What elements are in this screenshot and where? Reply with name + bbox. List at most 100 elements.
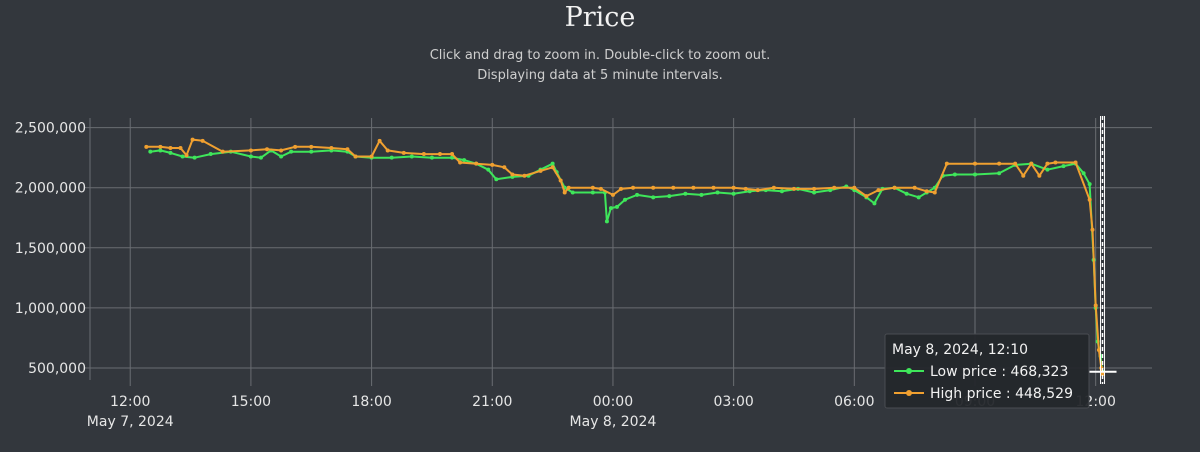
data-point-high[interactable] <box>691 185 696 190</box>
data-point-high[interactable] <box>771 185 776 190</box>
data-point-high[interactable] <box>944 161 949 166</box>
data-point-high[interactable] <box>743 186 748 191</box>
data-point-high[interactable] <box>279 148 284 153</box>
data-point-high[interactable] <box>997 161 1002 166</box>
data-point-high[interactable] <box>731 185 736 190</box>
data-point-high[interactable] <box>1021 173 1026 178</box>
data-point-high[interactable] <box>832 185 837 190</box>
data-point-low[interactable] <box>450 155 455 160</box>
data-point-low[interactable] <box>168 150 173 155</box>
data-point-low[interactable] <box>462 158 467 163</box>
data-point-low[interactable] <box>699 192 704 197</box>
data-point-high[interactable] <box>458 160 463 165</box>
data-point-low[interactable] <box>608 206 613 211</box>
data-point-high[interactable] <box>385 148 390 153</box>
data-point-high[interactable] <box>973 161 977 166</box>
data-point-low[interactable] <box>973 172 977 177</box>
data-point-low[interactable] <box>651 195 656 200</box>
data-point-low[interactable] <box>731 191 736 196</box>
data-point-high[interactable] <box>1037 173 1042 178</box>
data-point-high[interactable] <box>265 147 269 152</box>
data-point-high[interactable] <box>329 146 334 151</box>
data-point-low[interactable] <box>429 155 434 160</box>
data-point-high[interactable] <box>1053 160 1058 165</box>
data-point-low[interactable] <box>590 190 595 195</box>
data-point-high[interactable] <box>200 138 205 143</box>
data-point-high[interactable] <box>522 173 527 178</box>
data-point-high[interactable] <box>892 185 897 190</box>
data-point-low[interactable] <box>248 154 253 159</box>
data-point-low[interactable] <box>604 219 609 224</box>
data-point-high[interactable] <box>248 148 253 153</box>
data-point-high[interactable] <box>562 190 567 195</box>
data-point-low[interactable] <box>494 177 499 182</box>
data-point-high[interactable] <box>550 165 555 170</box>
data-point-high[interactable] <box>619 186 623 191</box>
data-point-low[interactable] <box>1045 167 1050 172</box>
data-point-high[interactable] <box>1013 161 1018 166</box>
data-point-low[interactable] <box>872 201 877 206</box>
data-point-high[interactable] <box>755 188 760 193</box>
data-point-low[interactable] <box>779 189 784 194</box>
data-point-low[interactable] <box>409 154 414 159</box>
data-point-low[interactable] <box>952 172 957 177</box>
data-point-low[interactable] <box>916 195 921 200</box>
data-point-low[interactable] <box>1081 171 1086 176</box>
data-point-high[interactable] <box>1093 303 1098 308</box>
data-point-high[interactable] <box>401 150 406 155</box>
data-point-high[interactable] <box>490 162 495 167</box>
data-point-low[interactable] <box>289 149 294 154</box>
data-point-high[interactable] <box>1090 227 1095 232</box>
data-point-high[interactable] <box>558 178 563 183</box>
data-point-high[interactable] <box>631 185 636 190</box>
data-point-high[interactable] <box>566 185 571 190</box>
data-point-high[interactable] <box>178 146 183 151</box>
data-point-low[interactable] <box>389 155 394 160</box>
data-point-high[interactable] <box>437 152 442 157</box>
data-point-high[interactable] <box>502 165 507 170</box>
data-point-high[interactable] <box>651 185 656 190</box>
data-point-high[interactable] <box>610 192 615 197</box>
data-point-high[interactable] <box>190 137 195 142</box>
data-point-high[interactable] <box>345 147 350 152</box>
data-point-high[interactable] <box>309 144 314 149</box>
data-point-low[interactable] <box>1061 164 1066 169</box>
data-point-low[interactable] <box>667 194 672 199</box>
data-point-low[interactable] <box>192 155 197 160</box>
data-point-high[interactable] <box>791 186 796 191</box>
data-point-high[interactable] <box>184 153 189 158</box>
data-point-low[interactable] <box>623 197 628 202</box>
data-point-low[interactable] <box>812 190 817 195</box>
data-point-high[interactable] <box>369 154 374 159</box>
data-point-high[interactable] <box>590 185 595 190</box>
data-point-high[interactable] <box>1100 372 1105 377</box>
data-point-low[interactable] <box>279 154 284 159</box>
data-point-high[interactable] <box>1087 197 1092 202</box>
data-point-low[interactable] <box>635 192 640 197</box>
data-point-low[interactable] <box>997 171 1002 176</box>
data-point-low[interactable] <box>683 191 688 196</box>
data-point-high[interactable] <box>852 185 857 190</box>
data-point-low[interactable] <box>904 191 909 196</box>
data-point-low[interactable] <box>550 161 555 166</box>
data-point-high[interactable] <box>812 186 817 191</box>
data-point-high[interactable] <box>377 138 382 143</box>
data-point-high[interactable] <box>864 194 869 199</box>
data-point-high[interactable] <box>1029 161 1034 166</box>
data-point-high[interactable] <box>421 152 426 157</box>
data-point-high[interactable] <box>598 186 603 191</box>
data-point-low[interactable] <box>208 152 213 157</box>
data-point-low[interactable] <box>828 188 833 193</box>
data-point-high[interactable] <box>932 190 937 195</box>
data-point-high[interactable] <box>711 185 716 190</box>
data-point-high[interactable] <box>158 144 163 149</box>
data-point-high[interactable] <box>671 185 676 190</box>
data-point-low[interactable] <box>180 154 185 159</box>
data-point-low[interactable] <box>158 148 163 153</box>
data-point-high[interactable] <box>144 144 149 149</box>
data-point-high[interactable] <box>353 154 358 159</box>
data-point-low[interactable] <box>715 190 720 195</box>
data-point-high[interactable] <box>293 144 298 149</box>
data-point-low[interactable] <box>570 190 575 195</box>
